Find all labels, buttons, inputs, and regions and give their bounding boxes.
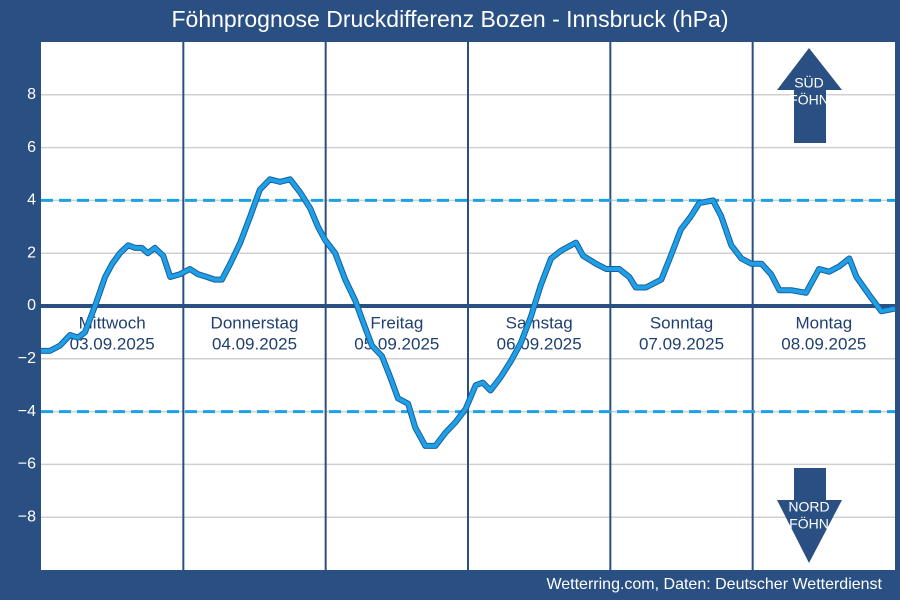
annotation: FÖHN	[789, 515, 829, 532]
day-name: Mittwoch	[79, 313, 146, 332]
north-arrow	[777, 468, 842, 563]
day-name: Donnerstag	[211, 313, 299, 332]
y-tick-label: 8	[27, 86, 36, 103]
chart-title: Föhnprognose Druckdifferenz Bozen - Inns…	[172, 6, 729, 32]
annotation: FÖHN	[789, 91, 829, 108]
series-line	[41, 177, 896, 448]
y-tick-label: 4	[27, 192, 36, 209]
y-tick-label: 6	[27, 139, 36, 156]
day-date: 03.09.2025	[70, 334, 155, 353]
day-date: 08.09.2025	[781, 334, 866, 353]
day-name: Sonntag	[650, 313, 713, 332]
y-tick-label: −2	[18, 350, 36, 367]
day-date: 07.09.2025	[639, 334, 724, 353]
y-tick-label: −6	[18, 456, 36, 473]
y-tick-label: 0	[27, 297, 36, 314]
day-name: Freitag	[370, 313, 423, 332]
y-tick-label: −8	[18, 508, 36, 525]
y-tick-label: 2	[27, 244, 36, 261]
day-date: 06.09.2025	[497, 334, 582, 353]
day-name: Montag	[795, 313, 852, 332]
south-arrow	[777, 48, 842, 143]
annotation: SÜD	[794, 74, 824, 91]
day-name: Samstag	[506, 313, 573, 332]
y-tick-label: −4	[18, 403, 36, 420]
source: Wetterring.com, Daten: Deutscher Wetterd…	[546, 576, 882, 593]
annotation: NORD	[788, 499, 829, 515]
day-date: 04.09.2025	[212, 334, 297, 353]
